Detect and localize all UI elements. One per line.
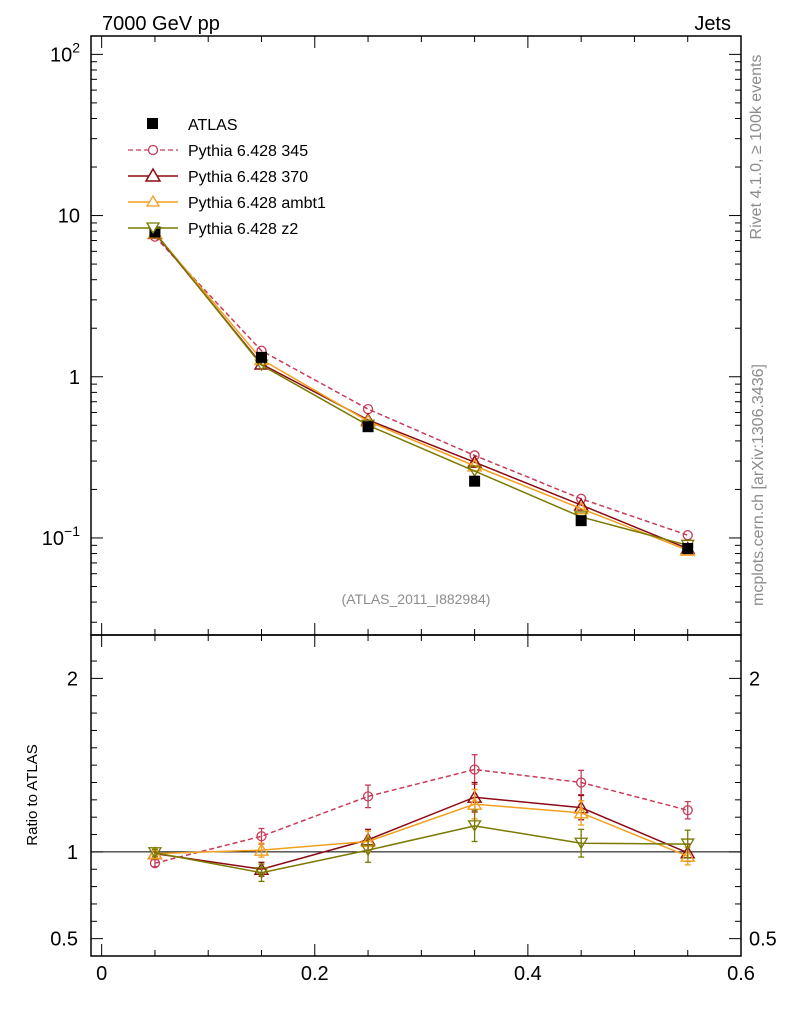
ratio-ytick-label-right: 0.5 [749,929,777,951]
legend-label-atlas: ATLAS [188,117,238,134]
ratio-series-line [154,768,688,864]
data-point [362,421,374,433]
legend-marker-pythia-370 [144,167,162,182]
series-pythia-6-428-345 [149,231,693,541]
legend-label-pythia-370: Pythia 6.428 370 [188,169,308,186]
data-point [362,403,374,415]
ratio-series-pythia-6-428-370 [147,781,696,877]
main-ytick-label: 10 [58,206,80,228]
data-point [467,820,482,833]
ratio-series-pythia-6-428-ambt1 [147,788,696,866]
ratio-ytick-label-left: 2 [67,668,78,690]
series-line [154,236,688,536]
data-point [682,530,693,541]
data-point [256,831,267,842]
data-point [576,777,587,788]
legend-marker-pythia-345 [147,144,159,156]
main-ytick-label: 1 [69,367,80,389]
xtick-label: 0.4 [514,963,542,985]
legend-entry-pythia-370: Pythia 6.428 370 [128,167,308,186]
data-point [360,844,376,857]
xtick-label: 0.2 [301,963,329,985]
data-point [469,764,480,775]
legend-marker-pythia-z2 [145,222,161,235]
ratio-ytick-label-right: 2 [749,668,760,690]
data-point [254,867,269,879]
series-atlas [149,226,694,555]
legend-entry-pythia-z2: Pythia 6.428 z2 [128,221,298,238]
analysis-tag: (ATLAS_2011_I882984) [342,591,491,607]
legend-entry-pythia-ambt1: Pythia 6.428 ambt1 [128,194,326,212]
ratio-plot-frame [90,634,742,957]
series-pythia-6-428-z2 [147,226,695,552]
ratio-y-tick-labels: 2 1 0.5 2 0.5 [50,668,777,950]
data-point [679,848,696,862]
series-pythia-6-428-ambt1 [147,225,696,556]
data-point [682,543,694,555]
ratio-ytick-label-left: 0.5 [50,929,78,951]
legend: ATLAS Pythia 6.428 345 Pythia 6.428 370 … [128,117,326,238]
ratio-series-line [154,796,689,871]
main-ytick-label: 10−1 [42,523,80,550]
data-point [149,226,161,238]
ratio-series-pythia-6-428-345 [149,754,693,869]
legend-entry-atlas: ATLAS [147,117,238,134]
data-point [682,805,693,816]
data-point [147,847,163,860]
x-tick-labels: 0 0.2 0.4 0.6 [96,963,755,985]
data-point [467,465,482,478]
series-line [154,232,689,550]
data-point [574,837,589,850]
legend-marker-pythia-ambt1 [145,194,161,207]
legend-label-pythia-345: Pythia 6.428 345 [188,143,308,160]
legend-label-pythia-z2: Pythia 6.428 z2 [188,221,298,238]
data-point [680,838,695,851]
ratio-axis-ticks [91,635,742,956]
mcplots-label: mcplots.cern.ch [arXiv:1306.3436] [750,364,767,606]
legend-entry-pythia-345: Pythia 6.428 345 [128,143,308,160]
series-pythia-6-428-370 [147,226,696,555]
legend-marker-atlas [147,118,158,129]
series-line [154,232,688,551]
header-process: Jets [694,13,731,35]
data-point [362,791,374,802]
data-point [255,351,267,363]
xtick-label: 0.6 [727,963,755,985]
rivet-label: Rivet 4.1.0, ≥ 100k events [748,55,765,240]
main-axis-ticks [91,36,742,635]
data-point [573,497,589,511]
xtick-label: 0 [96,963,107,985]
data-point [575,515,587,527]
data-point [466,454,483,468]
header-energy: 7000 GeV pp [102,13,220,35]
data-point [466,796,483,810]
main-y-tick-labels: 102 10 1 10−1 [42,39,80,550]
ratio-data-series [147,754,696,883]
main-ytick-label: 102 [50,39,80,66]
main-data-series [147,225,696,556]
ratio-series-pythia-6-428-z2 [147,809,695,883]
ratio-series-line [154,825,688,874]
ratio-y-axis-label: Ratio to ATLAS [24,744,41,845]
ratio-ytick-label-left: 1 [67,842,78,864]
ratio-series-line [154,803,689,857]
series-line [154,232,688,547]
data-point [469,475,481,487]
data-point [573,501,589,515]
data-point [253,842,270,856]
legend-label-pythia-ambt1: Pythia 6.428 ambt1 [188,195,326,212]
data-point [573,805,589,819]
